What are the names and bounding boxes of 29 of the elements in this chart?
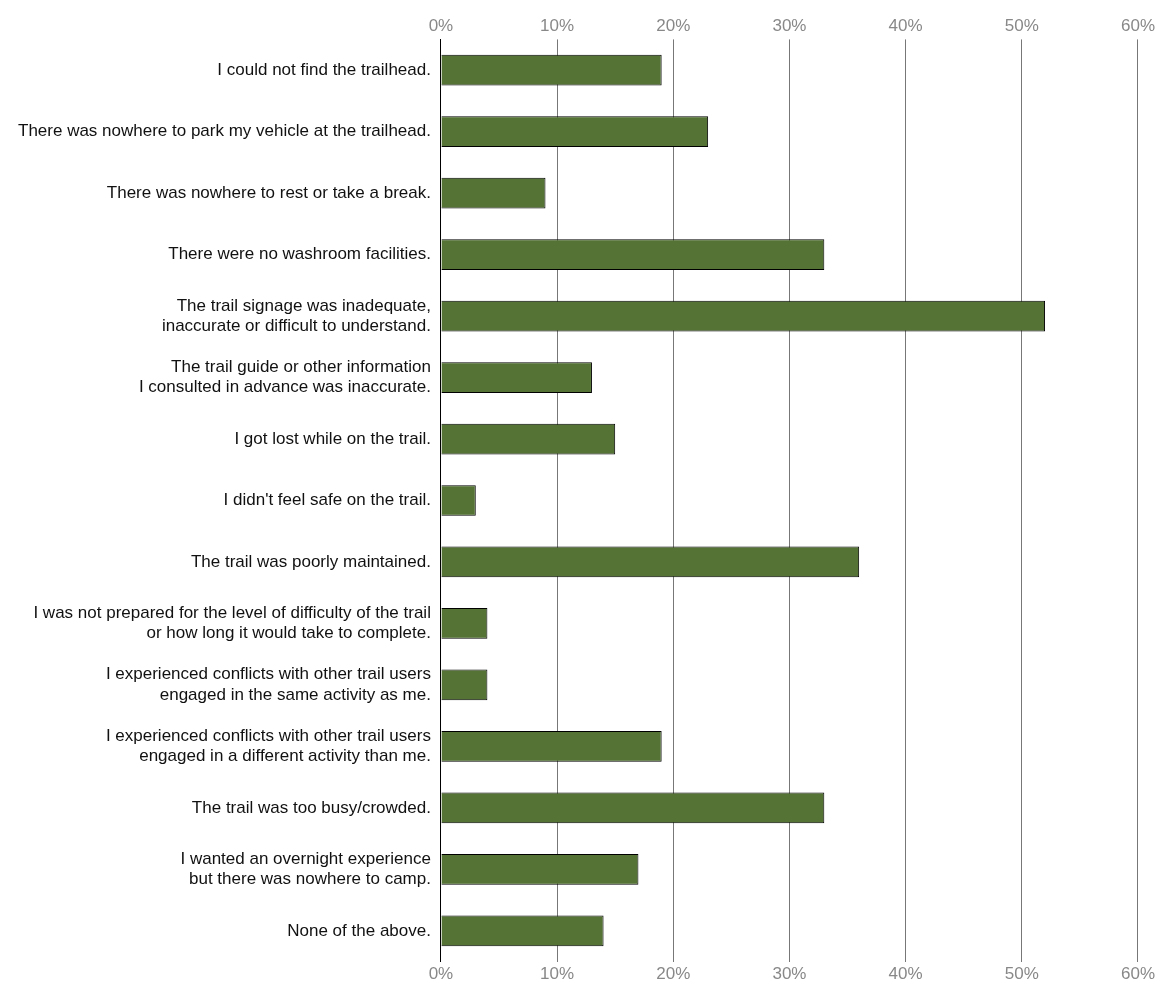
x-tick-label: 0% bbox=[428, 964, 454, 984]
x2-tick-label: 20% bbox=[656, 15, 691, 35]
y-tick-label: I experienced conflicts with other trail users engaged in the same activity as me. bbox=[105, 664, 431, 704]
y-tick-label: None of the above. bbox=[287, 920, 431, 940]
y-tick-label: I could not find the trailhead. bbox=[217, 59, 431, 79]
x-tick-label: 20% bbox=[656, 964, 691, 984]
y-tick-label: There was nowhere to park my vehicle at the trailhead. bbox=[17, 121, 431, 141]
x2-tick-label: 0% bbox=[428, 15, 454, 35]
y-tick-label: I wanted an overnight experience but there was nowhere to camp. bbox=[180, 848, 431, 889]
x2-tick-label: 30% bbox=[772, 15, 807, 35]
y-tick-label: The trail was poorly maintained. bbox=[190, 551, 431, 571]
x-tick-label: 30% bbox=[772, 964, 807, 984]
y-tick-label: The trail was too busy/crowded. bbox=[191, 797, 431, 817]
y-tick-label: I got lost while on the trail. bbox=[234, 428, 431, 448]
x2-tick-label: 10% bbox=[540, 15, 575, 35]
x-tick-label: 60% bbox=[1120, 964, 1155, 984]
x-tick-label: 10% bbox=[540, 964, 575, 984]
x-tick-label: 50% bbox=[1004, 964, 1039, 984]
x2-tick-label: 60% bbox=[1120, 15, 1155, 35]
y-tick-label: I was not prepared for the level of difficulty of the trail or how long it would take to complete. bbox=[33, 602, 431, 643]
y-tick-label: There were no washroom facilities. bbox=[168, 244, 431, 264]
x2-tick-label: 40% bbox=[888, 15, 923, 35]
y-tick-label: The trail guide or other information I consulted in advance was inaccurate. bbox=[138, 357, 431, 397]
x-tick-label: 40% bbox=[888, 964, 923, 984]
y-tick-label: I experienced conflicts with other trail users engaged in a different activity than me. bbox=[105, 725, 431, 766]
y-tick-label: The trail signage was inadequate, inaccurate or difficult to understand. bbox=[161, 295, 431, 335]
x2-tick-label: 50% bbox=[1004, 15, 1039, 35]
y-tick-label: There was nowhere to rest or take a break. bbox=[106, 182, 431, 202]
y-tick-label: I didn't feel safe on the trail. bbox=[223, 490, 431, 510]
